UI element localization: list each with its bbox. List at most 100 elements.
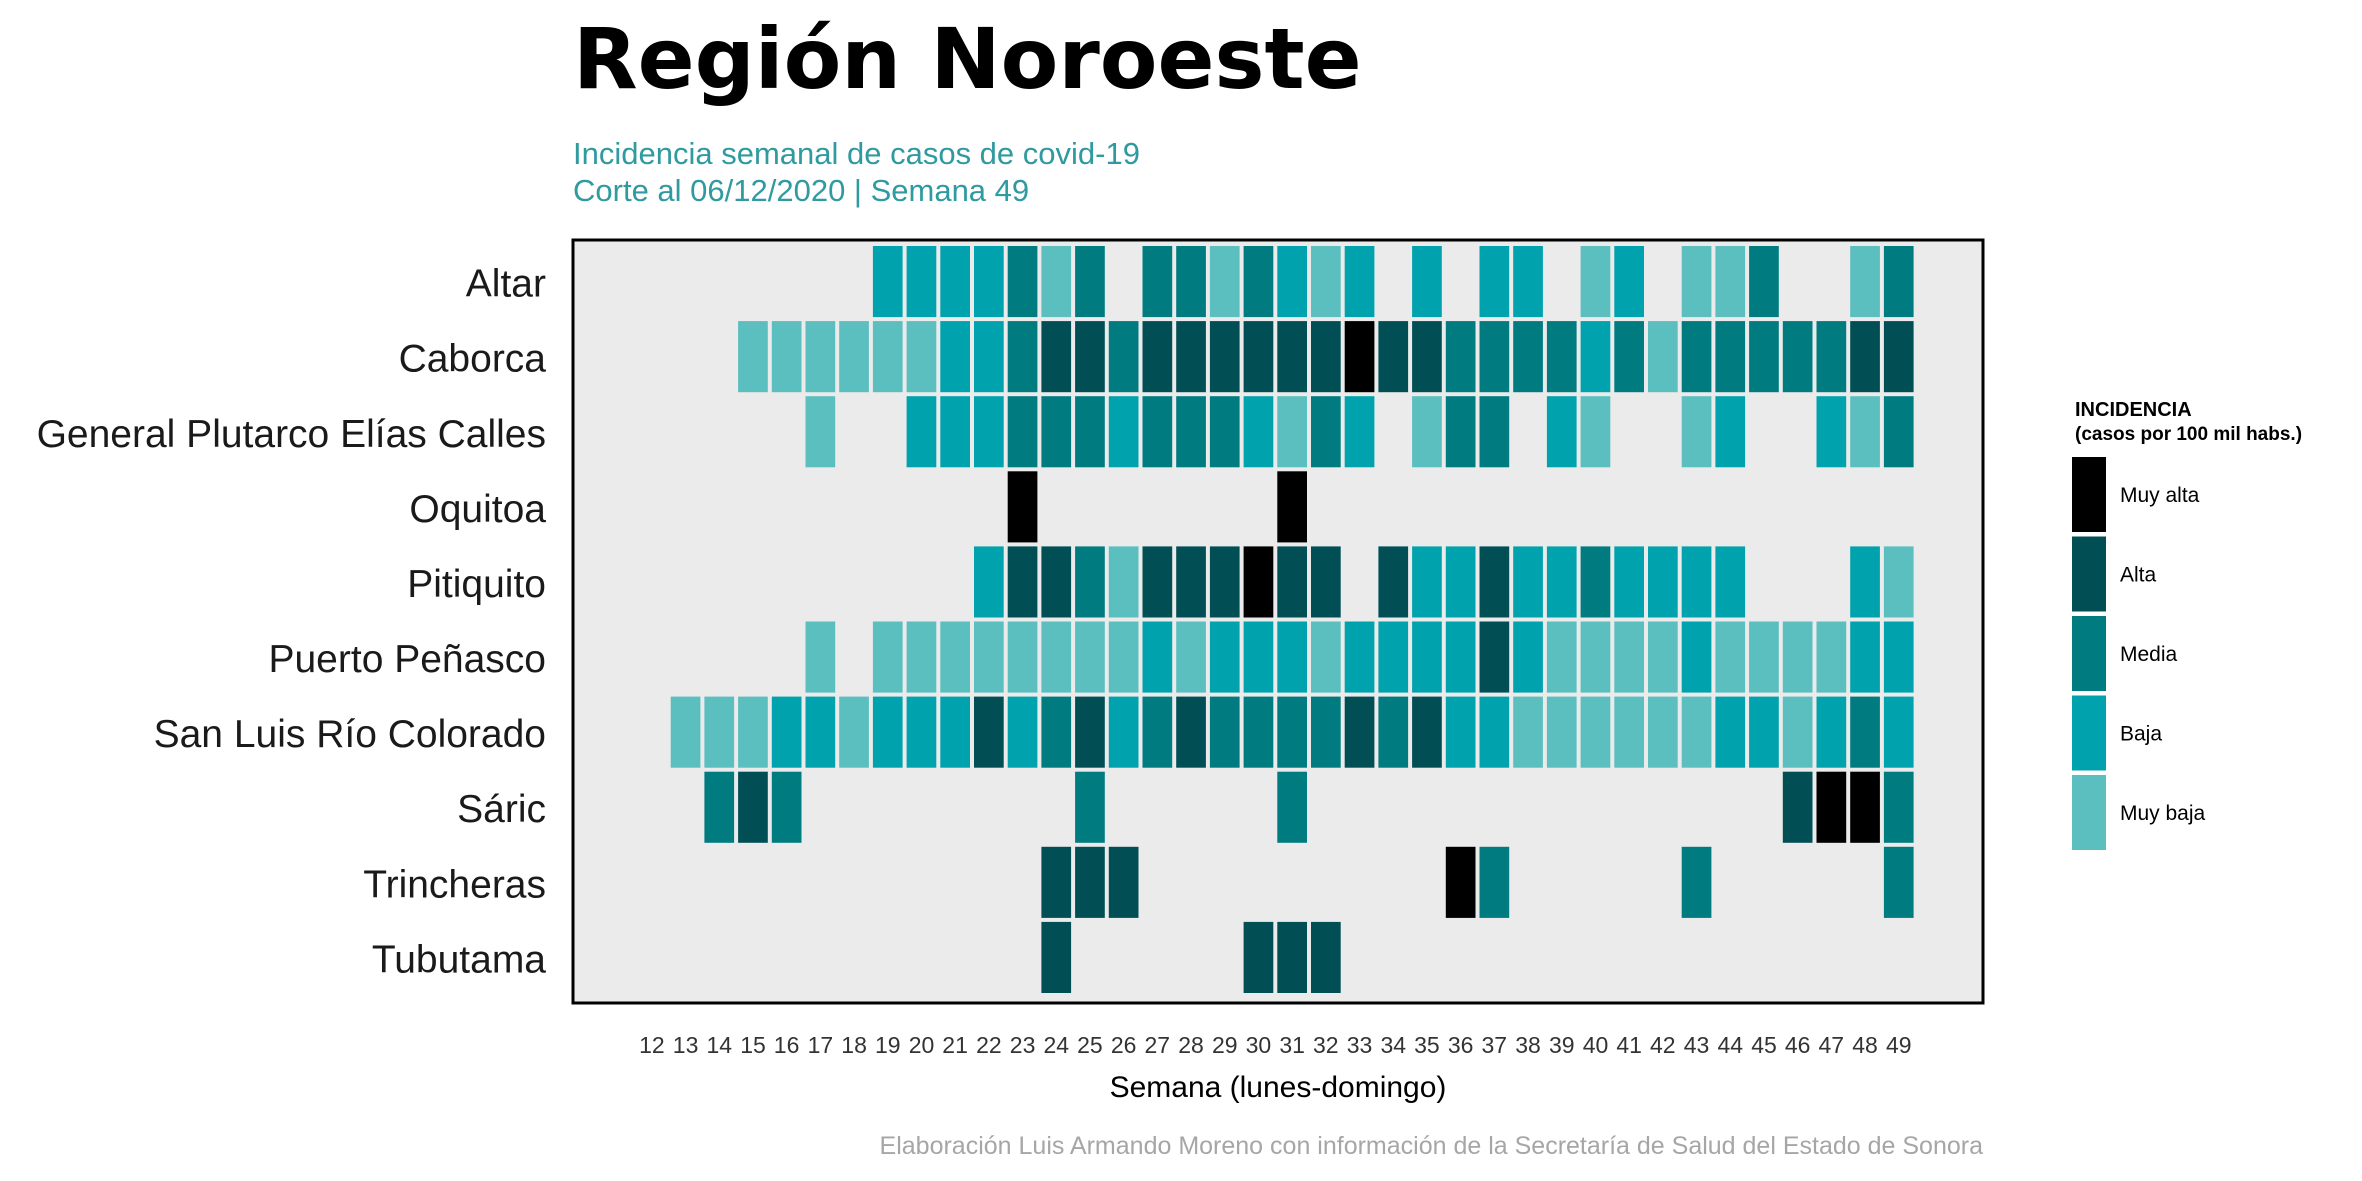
heatmap-cell [805,771,836,843]
heatmap-cell [1614,546,1644,618]
heatmap-cell [805,321,836,393]
heatmap-cell [1546,396,1577,468]
heatmap-cell [1782,471,1813,543]
heatmap-cell [1749,771,1779,843]
x-tick-label: 16 [774,1032,800,1058]
heatmap-cell [1580,846,1611,918]
heatmap-cell [1648,546,1678,618]
heatmap-cell [1378,846,1409,918]
heatmap-cell [1749,846,1779,918]
heatmap-cell [1209,471,1240,543]
heatmap-cell [1412,696,1442,768]
heatmap-cell [771,321,802,393]
x-tick-label: 33 [1347,1032,1373,1058]
heatmap-cell [1816,921,1847,993]
heatmap-cell [940,546,970,618]
heatmap-cell [1681,321,1712,393]
x-tick-label: 40 [1583,1032,1609,1058]
heatmap-cell [1007,321,1038,393]
heatmap-cell [1108,696,1139,768]
legend-label: Muy baja [2120,802,2206,825]
heatmap-cell [1311,696,1341,768]
heatmap-cell [1614,696,1644,768]
heatmap-cell [1850,921,1880,993]
heatmap-cell [1546,321,1577,393]
heatmap-cell [839,771,869,843]
heatmap-cell [1715,846,1746,918]
heatmap-cell [1209,846,1240,918]
heatmap-cell [1344,471,1375,543]
heatmap-cell [1749,396,1779,468]
heatmap-cell [637,396,667,468]
heatmap-cell [1715,921,1746,993]
heatmap-cell [1378,471,1409,543]
chart-title: Región Noroeste [573,10,1362,108]
heatmap-cell [1513,921,1543,993]
heatmap-cell [839,246,869,318]
heatmap-cell [704,771,735,843]
heatmap-cell [1108,771,1139,843]
heatmap-cell [670,246,701,318]
heatmap-cell [805,546,836,618]
heatmap-cell [1580,546,1611,618]
heatmap-cell [1075,696,1105,768]
heatmap-cell [637,471,667,543]
heatmap-cell [1715,396,1746,468]
heatmap-cell [1142,921,1173,993]
heatmap-cell [1479,771,1510,843]
heatmap-cell [1715,321,1746,393]
heatmap-cell [1311,921,1341,993]
legend-label: Alta [2120,564,2157,587]
heatmap-cell [1648,696,1678,768]
heatmap-cell [1479,321,1510,393]
legend-subtitle: (casos por 100 mil habs.) [2075,424,2302,445]
heatmap-cell [1007,246,1038,318]
x-tick-label: 31 [1279,1032,1305,1058]
heatmap-cell [1311,846,1341,918]
heatmap-cell [1614,246,1644,318]
heatmap-cell [1850,771,1880,843]
heatmap-cell [1715,621,1746,693]
heatmap-cell [1176,846,1206,918]
heatmap-cell [1883,846,1914,918]
x-tick-label: 43 [1684,1032,1710,1058]
heatmap-cell [1243,396,1274,468]
heatmap-cell [974,396,1004,468]
heatmap-cell [1614,621,1644,693]
heatmap-cell [1546,921,1577,993]
heatmap-cell [1445,246,1476,318]
heatmap-cell [974,921,1004,993]
heatmap-cell [637,321,667,393]
heatmap-cell [1681,921,1712,993]
heatmap-cell [1715,246,1746,318]
legend-swatch [2072,457,2106,532]
heatmap-cell [670,396,701,468]
heatmap-cell [1546,471,1577,543]
y-axis-labels: Altar Caborca General Plutarco Elías Calle… [37,263,547,982]
heatmap-cell [771,696,802,768]
heatmap-cell [1311,246,1341,318]
heatmap-cell [670,921,701,993]
heatmap-cell [1344,321,1375,393]
heatmap-cell [1648,921,1678,993]
heatmap-cell [1648,771,1678,843]
heatmap-cell [1580,771,1611,843]
heatmap-cell [1142,846,1173,918]
x-tick-label: 35 [1414,1032,1440,1058]
heatmap-cell [906,321,937,393]
heatmap-cell [906,471,937,543]
heatmap-cell [1311,546,1341,618]
x-tick-label: 26 [1111,1032,1137,1058]
chart-caption: Elaboración Luis Armando Moreno con info… [880,1132,1984,1160]
heatmap-cell [906,246,937,318]
chart-subtitle-line-2: Corte al 06/12/2020 | Semana 49 [573,173,1029,208]
heatmap-cell [1546,246,1577,318]
heatmap-cell [872,246,903,318]
heatmap-cell [704,246,735,318]
heatmap-cell [1209,771,1240,843]
heatmap-cell [1007,621,1038,693]
heatmap-cell [1479,471,1510,543]
heatmap-cell [1816,546,1847,618]
heatmap-cell [1816,246,1847,318]
heatmap-cell [839,921,869,993]
